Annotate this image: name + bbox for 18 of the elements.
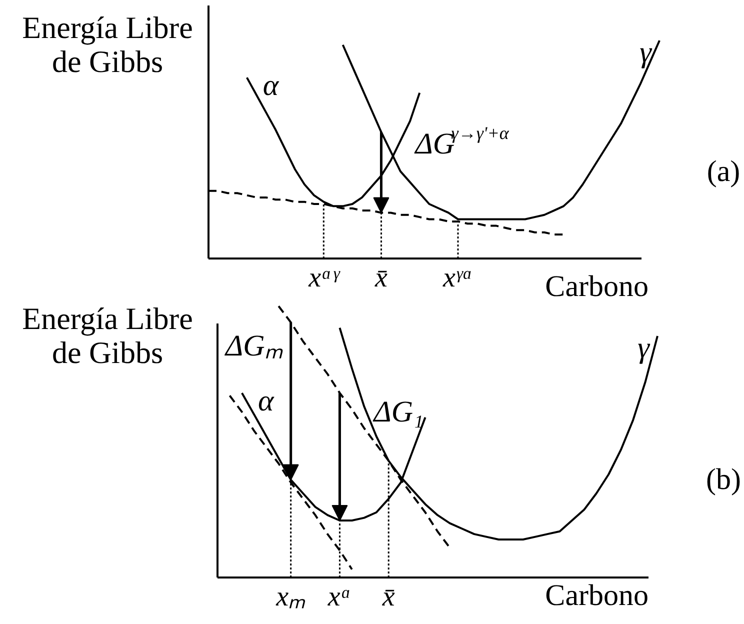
x-tick-label: xᵅ (326, 582, 352, 612)
series-label: α (262, 69, 280, 102)
annotation: ΔGₘ (224, 329, 283, 362)
y-axis-title: Energía Libre de Gibbs (22, 301, 193, 370)
series-label: γ (640, 36, 653, 69)
text: (a) (706, 155, 740, 188)
x-tick-label: xᵅᵞ (308, 262, 342, 294)
x-axis-title: Carbono (545, 270, 649, 303)
series-label: α (258, 384, 275, 418)
text: (b) (706, 463, 741, 496)
annotation: ΔG₁ (372, 396, 424, 429)
x-axis-title: Carbono (545, 579, 649, 612)
x-tick-label: xₘ (275, 582, 306, 612)
series-label: γ (638, 331, 651, 364)
x-tick-label: xᵞᵅ (442, 262, 474, 294)
x-tick-label: x̄ (374, 262, 388, 294)
x-tick-label: x̄ (381, 582, 396, 612)
y-axis-title: Energía Libre de Gibbs (22, 10, 193, 79)
